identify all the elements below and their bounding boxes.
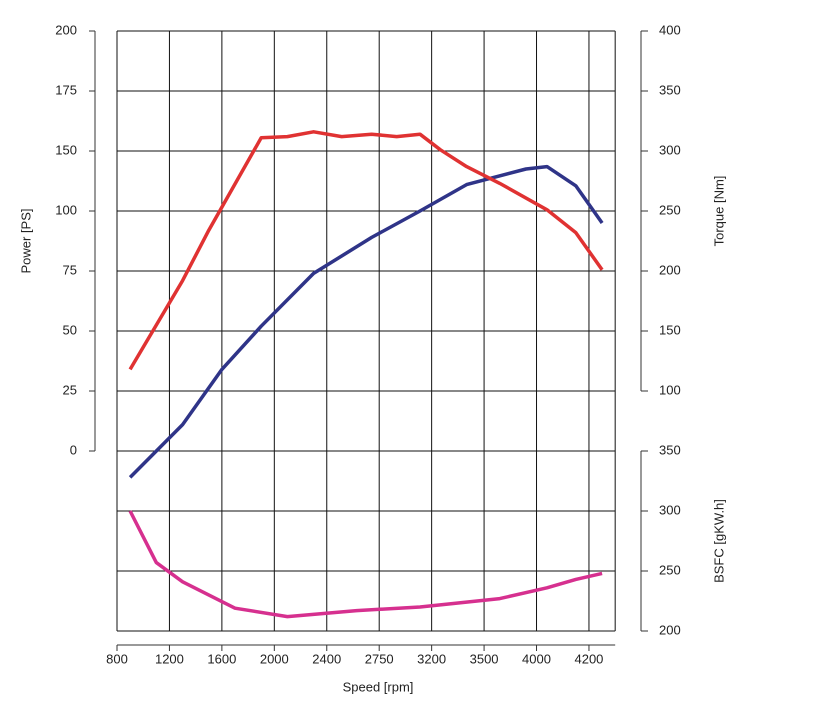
y2-tick-label: 350 bbox=[659, 82, 681, 97]
x-tick-label: 3500 bbox=[470, 651, 499, 666]
y-tick-label: 25 bbox=[63, 382, 77, 397]
y-tick-label: 0 bbox=[70, 442, 77, 457]
y3-axis-title: BSFC [gKW.h] bbox=[711, 499, 726, 583]
data-line bbox=[128, 510, 603, 619]
x-tick-label: 800 bbox=[106, 651, 128, 666]
y-tick-label: 50 bbox=[63, 322, 77, 337]
y3-tick-label: 300 bbox=[659, 502, 681, 517]
x-tick-label: 4000 bbox=[522, 651, 551, 666]
y-tick-label: 100 bbox=[55, 202, 77, 217]
data-line bbox=[128, 130, 604, 371]
y2-tick-label: 200 bbox=[659, 262, 681, 277]
x-tick-label: 3200 bbox=[417, 651, 446, 666]
x-tick-label: 4200 bbox=[574, 651, 603, 666]
y2-tick-label: 100 bbox=[659, 382, 681, 397]
y2-tick-label: 300 bbox=[659, 142, 681, 157]
x-axis-title: Speed [rpm] bbox=[343, 679, 414, 694]
y3-tick-label: 200 bbox=[659, 622, 681, 637]
y-tick-label: 175 bbox=[55, 82, 77, 97]
x-tick-label: 2000 bbox=[260, 651, 289, 666]
x-tick-label: 2750 bbox=[365, 651, 394, 666]
y-tick-label: 150 bbox=[55, 142, 77, 157]
y-axis-title: Power [PS] bbox=[18, 208, 33, 273]
y2-axis-title: Torque [Nm] bbox=[711, 176, 726, 247]
data-line bbox=[128, 164, 604, 479]
y3-tick-label: 250 bbox=[659, 562, 681, 577]
y-tick-label: 75 bbox=[63, 262, 77, 277]
x-tick-label: 2400 bbox=[312, 651, 341, 666]
x-tick-label: 1200 bbox=[155, 651, 184, 666]
y3-tick-label: 350 bbox=[659, 442, 681, 457]
x-tick-label: 1600 bbox=[207, 651, 236, 666]
y2-tick-label: 250 bbox=[659, 202, 681, 217]
y2-tick-label: 150 bbox=[659, 322, 681, 337]
y-tick-label: 200 bbox=[55, 22, 77, 37]
y2-tick-label: 400 bbox=[659, 22, 681, 37]
